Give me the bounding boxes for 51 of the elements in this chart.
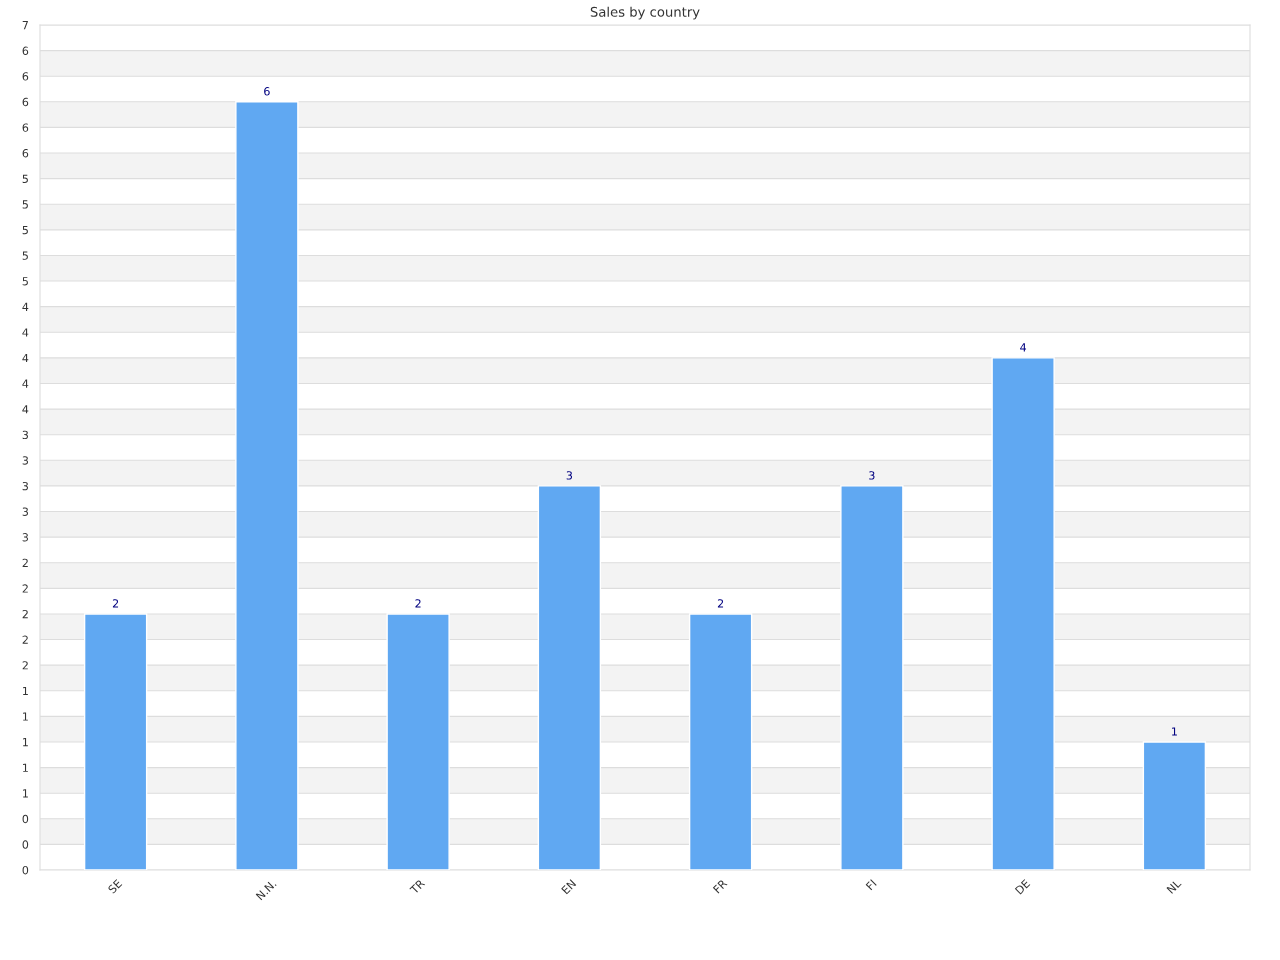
y-tick-label: 2 [22, 635, 28, 644]
y-tick-label: 5 [22, 200, 28, 209]
y-tick-label: 3 [22, 430, 28, 440]
y-tick-label: 3 [22, 456, 28, 465]
data-label: 2 [415, 599, 421, 608]
y-tick-label: 7 [22, 21, 28, 30]
y-tick-label: 1 [23, 712, 28, 721]
y-tick-label: 2 [22, 609, 28, 619]
y-tick-label: 1 [23, 789, 28, 798]
y-tick-label: 4 [22, 328, 29, 337]
y-tick-label: 5 [22, 251, 28, 260]
x-tick-label: TR [409, 878, 426, 895]
x-tick-label: FI [865, 879, 877, 891]
y-tick-label: 1 [23, 763, 28, 772]
data-label: 2 [112, 599, 119, 608]
data-label: 3 [566, 471, 573, 480]
y-tick-label: 0 [22, 814, 29, 824]
x-tick-label: N.N. [255, 879, 277, 901]
x-tick-label: SE [107, 878, 123, 894]
y-tick-label: 4 [22, 302, 29, 311]
data-label: 1 [1172, 727, 1177, 736]
y-tick-label: 1 [23, 686, 28, 695]
y-tick-label: 4 [22, 379, 29, 388]
y-tick-label: 3 [22, 481, 28, 491]
data-label: 6 [264, 87, 270, 96]
y-tick-label: 3 [22, 507, 28, 516]
y-tick-label: 0 [22, 840, 29, 849]
x-tick-label: EN [561, 879, 577, 895]
data-label: 4 [1020, 343, 1027, 352]
y-tick-label: 6 [22, 123, 29, 132]
y-tick-label: 4 [22, 405, 29, 414]
y-tick-label: 5 [22, 277, 28, 286]
y-tick-label: 6 [22, 46, 29, 55]
y-tick-label: 2 [22, 661, 28, 670]
chart-title: Sales by country [590, 6, 700, 20]
y-tick-label: 3 [22, 533, 28, 542]
y-tick-label: 5 [22, 225, 28, 235]
x-tick-label: FR [712, 878, 728, 894]
y-tick-label: 5 [22, 174, 28, 184]
x-tick-label: NL [1166, 878, 1182, 894]
y-tick-label: 6 [22, 72, 29, 81]
y-tick-label: 6 [22, 149, 29, 158]
y-tick-label: 4 [22, 354, 29, 363]
data-label: 2 [717, 599, 724, 608]
y-tick-label: 0 [22, 865, 29, 875]
y-tick-label: 2 [22, 558, 28, 567]
x-tick-label: DE [1014, 879, 1031, 895]
y-tick-label: 6 [22, 97, 29, 107]
y-tick-label: 2 [22, 584, 28, 593]
y-tick-label: 1 [23, 738, 28, 747]
data-label: 3 [869, 471, 875, 480]
